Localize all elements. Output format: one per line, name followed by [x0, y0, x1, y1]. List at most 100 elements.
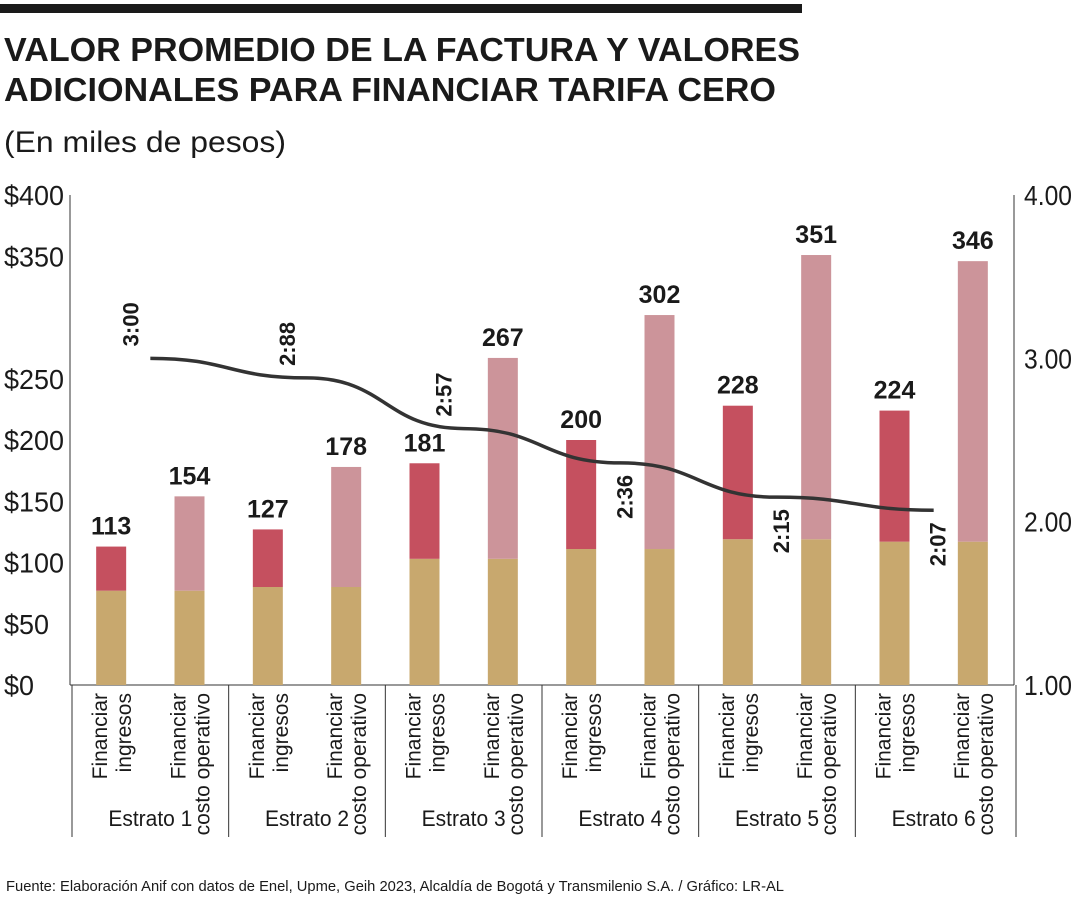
y-tick-label: $0	[4, 670, 34, 701]
bar-segment	[957, 261, 988, 542]
y2-tick-label: 3.00	[1024, 343, 1072, 374]
group-label: Estrato 1	[108, 806, 192, 831]
line-value-label: 2:07	[926, 522, 951, 566]
x-tick-label: Financiaringresos	[89, 693, 136, 779]
group-label: Estrato 2	[265, 806, 349, 831]
total-label: 113	[91, 513, 131, 541]
bar-segment	[331, 587, 362, 685]
group-label: Estrato 6	[892, 806, 976, 831]
total-label: 154	[169, 462, 211, 490]
x-tick-label: Financiaringresos	[716, 693, 763, 779]
bar-segment	[644, 315, 675, 550]
total-label: 267	[482, 324, 524, 352]
bar-segment	[801, 539, 832, 685]
x-tick-label: Financiaringresos	[873, 693, 920, 779]
total-label: 200	[560, 406, 602, 434]
x-tick-label-line: Financiar	[716, 693, 739, 779]
y-tick-label: $350	[4, 241, 64, 272]
total-label: 351	[795, 221, 837, 249]
y2-tick-label: 1.00	[1024, 670, 1072, 701]
total-label: 181	[404, 429, 446, 457]
x-tick-label-line: Financiar	[246, 693, 269, 779]
bar-segment	[644, 549, 675, 685]
group-label: Estrato 4	[578, 806, 662, 831]
x-tick-label: Financiarcosto operativo	[168, 693, 215, 835]
x-tick-label-line: ingresos	[897, 693, 920, 772]
x-tick-label-line: Financiar	[481, 693, 504, 779]
x-tick-label-line: Financiar	[794, 693, 817, 779]
y-tick-label: $100	[4, 548, 64, 579]
bar-segment	[409, 558, 440, 685]
total-label: 302	[639, 281, 681, 309]
line-value-label: 2:57	[432, 373, 457, 417]
y-tick-label: $150	[4, 486, 64, 517]
line-value-label: 2:36	[612, 475, 637, 519]
x-tick-label-line: ingresos	[270, 693, 293, 772]
bar-segment	[566, 549, 597, 685]
x-tick-label-line: Financiar	[951, 693, 974, 779]
line-value-label: 3:00	[118, 302, 143, 346]
x-tick-label-line: costo operativo	[662, 693, 685, 835]
line-series	[150, 356, 934, 512]
source-note: Fuente: Elaboración Anif con datos de En…	[6, 878, 784, 895]
bar-segment	[409, 463, 440, 559]
x-tick-label-line: Financiar	[873, 693, 896, 779]
x-tick-label: Financiaringresos	[559, 693, 606, 779]
x-tick-label-line: Financiar	[324, 693, 347, 779]
bar-segment	[879, 541, 910, 685]
total-label: 224	[874, 377, 916, 405]
bar-segment	[174, 496, 205, 591]
total-label: 178	[325, 433, 367, 461]
y2-tick-label: 4.00	[1024, 180, 1072, 211]
chart-subtitle: (En miles de pesos)	[4, 126, 286, 159]
bar-segment	[801, 255, 832, 540]
bar-segment	[879, 410, 910, 542]
top-rule	[0, 4, 802, 13]
bar-segment	[252, 529, 283, 587]
group-label: Estrato 3	[422, 806, 506, 831]
bar-segment	[957, 541, 988, 685]
x-tick-label-line: costo operativo	[818, 693, 841, 835]
chart-title: ADICIONALES PARA FINANCIAR TARIFA CERO	[4, 71, 776, 108]
bar-segment	[722, 405, 753, 540]
x-tick-label: Financiaringresos	[246, 693, 293, 779]
y-tick-label: $50	[4, 609, 49, 640]
x-tick-label-line: ingresos	[113, 693, 136, 772]
y-tick-label: $200	[4, 425, 64, 456]
x-tick-label-line: Financiar	[403, 693, 426, 779]
bar-segment	[487, 357, 518, 559]
x-tick-label-line: ingresos	[427, 693, 450, 772]
bar-segment	[96, 590, 127, 685]
x-tick-label: Financiarcosto operativo	[481, 693, 528, 835]
x-tick-label-line: Financiar	[89, 693, 112, 779]
x-tick-label-line: costo operativo	[348, 693, 371, 835]
total-label: 346	[952, 227, 994, 255]
x-tick-label-line: costo operativo	[505, 693, 528, 835]
bar-segment	[174, 590, 205, 685]
x-tick-label-line: Financiar	[168, 693, 191, 779]
bar-segment	[331, 466, 362, 587]
chart-title: VALOR PROMEDIO DE LA FACTURA Y VALORES	[4, 31, 800, 68]
y-tick-label: $400	[4, 180, 64, 211]
x-tick-label-line: costo operativo	[975, 693, 998, 835]
x-tick-label-line: ingresos	[740, 693, 763, 772]
total-label: 228	[717, 372, 759, 400]
total-label: 127	[247, 495, 289, 523]
x-tick-label: Financiaringresos	[403, 693, 450, 779]
x-tick-label: Financiarcosto operativo	[638, 693, 685, 835]
bar-segment	[487, 558, 518, 685]
line-value-label: 2:88	[275, 322, 300, 366]
x-tick-label: Financiarcosto operativo	[324, 693, 371, 835]
y-tick-label: $250	[4, 364, 64, 395]
y2-tick-label: 2.00	[1024, 507, 1072, 538]
x-tick-label-line: ingresos	[583, 693, 606, 772]
x-tick-label: Financiarcosto operativo	[794, 693, 841, 835]
x-tick-label-line: Financiar	[559, 693, 582, 779]
bar-segment	[252, 587, 283, 685]
x-tick-label-line: Financiar	[638, 693, 661, 779]
x-tick-label-line: costo operativo	[192, 693, 215, 835]
x-tick-label: Financiarcosto operativo	[951, 693, 998, 835]
group-label: Estrato 5	[735, 806, 819, 831]
line-value-label: 2:15	[769, 509, 794, 553]
